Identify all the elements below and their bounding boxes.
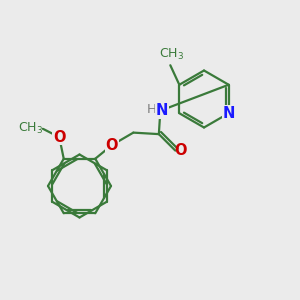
Text: O: O <box>175 143 187 158</box>
Text: methoxy_CH3: methoxy_CH3 <box>41 126 51 128</box>
Text: H: H <box>146 103 156 116</box>
Text: O: O <box>53 130 65 145</box>
Text: N: N <box>156 103 168 118</box>
Text: O: O <box>106 138 118 153</box>
Text: CH$_3$: CH$_3$ <box>18 121 43 136</box>
Text: CH$_3$: CH$_3$ <box>159 47 184 62</box>
Text: N: N <box>223 106 235 121</box>
